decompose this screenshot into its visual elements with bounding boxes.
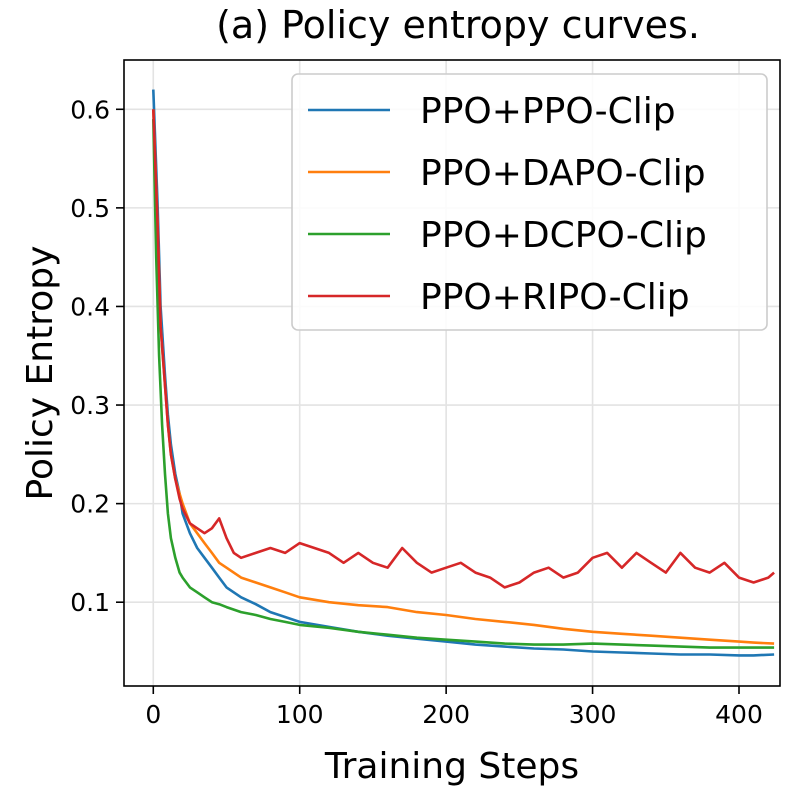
series-line-3 (152, 119, 775, 649)
legend: PPO+PPO-Clip PPO+DAPO-Clip PPO+DCPO-Clip PP… (291, 73, 768, 331)
legend-label: PPO+DCPO-Clip (420, 215, 707, 256)
x-tick-label: 400 (715, 700, 763, 729)
y-tick-label: 0.6 (70, 95, 110, 124)
x-tick-label: 0 (145, 700, 161, 729)
chart-title: (a) Policy entropy curves. (216, 3, 700, 47)
series-lines (152, 89, 775, 657)
x-tick-label: 200 (422, 700, 470, 729)
legend-box (291, 73, 768, 331)
plot-frame (123, 59, 781, 687)
y-tick-label: 0.4 (70, 292, 110, 321)
legend-label: PPO+DAPO-Clip (420, 153, 706, 194)
axis-ticks: 0 100 200 300 400 0.1 0.2 0.3 0.4 0.5 0.6 (70, 95, 763, 729)
x-axis-title: Training Steps (324, 746, 579, 787)
x-tick-label: 100 (276, 700, 324, 729)
y-tick-label: 0.3 (70, 391, 110, 420)
x-tick-label: 300 (569, 700, 617, 729)
legend-label: PPO+RIPO-Clip (420, 277, 690, 318)
y-tick-label: 0.5 (70, 194, 110, 223)
series-line-4 (152, 109, 775, 589)
y-axis-title: Policy Entropy (20, 246, 61, 501)
y-tick-label: 0.1 (70, 588, 110, 617)
y-tick-label: 0.2 (70, 490, 110, 519)
legend-label: PPO+PPO-Clip (420, 91, 676, 132)
